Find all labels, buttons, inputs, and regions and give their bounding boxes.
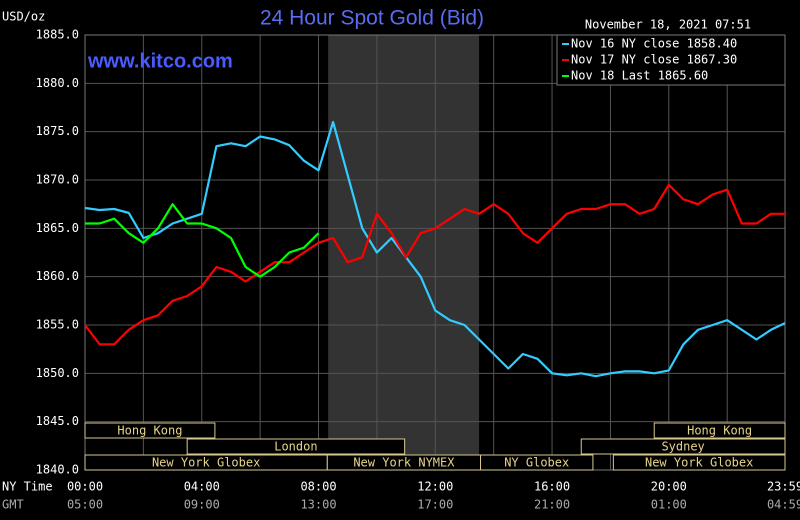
y-tick-label: 1855.0 bbox=[36, 318, 79, 332]
session-bar bbox=[653, 422, 786, 439]
chart-title: 24 Hour Spot Gold (Bid) bbox=[260, 7, 484, 30]
legend-box bbox=[556, 34, 786, 86]
x-tick-label: 04:00 bbox=[184, 480, 220, 494]
session-bar bbox=[186, 438, 406, 455]
x-tick-label: 12:00 bbox=[417, 480, 453, 494]
legend-label: Nov 16 NY close 1858.40 bbox=[571, 37, 737, 51]
y-tick-label: 1885.0 bbox=[36, 28, 79, 42]
y-axis-unit: USD/oz bbox=[2, 10, 45, 24]
session-label: New York NYMEX bbox=[353, 456, 455, 470]
x-tick-label-gmt: 21:00 bbox=[534, 498, 570, 512]
x-axis-label-gmt: GMT bbox=[2, 498, 24, 512]
session-label: Hong Kong bbox=[117, 424, 182, 438]
timestamp: November 18, 2021 07:51 bbox=[585, 18, 751, 32]
series-line bbox=[84, 183, 785, 346]
x-tick-label-gmt: 13:00 bbox=[300, 498, 336, 512]
series-line bbox=[84, 120, 786, 378]
y-tick-label: 1860.0 bbox=[36, 269, 79, 283]
y-tick-label: 1840.0 bbox=[36, 463, 79, 477]
x-tick-label-gmt: 04:59 bbox=[767, 498, 800, 512]
y-tick-label: 1870.0 bbox=[36, 173, 79, 187]
x-tick-label: 16:00 bbox=[534, 480, 570, 494]
watermark: www.kitco.com bbox=[87, 50, 233, 72]
x-tick-label: 20:00 bbox=[651, 480, 687, 494]
x-tick-label-gmt: 01:00 bbox=[651, 498, 687, 512]
session-bar bbox=[480, 454, 594, 471]
legend-label: Nov 18 Last 1865.60 bbox=[571, 69, 708, 83]
session-bar bbox=[84, 422, 216, 439]
x-tick-label: 00:00 bbox=[67, 480, 103, 494]
session-label: New York Globex bbox=[152, 456, 260, 470]
y-tick-label: 1850.0 bbox=[36, 366, 79, 380]
y-tick-label: 1875.0 bbox=[36, 124, 79, 138]
y-tick-label: 1865.0 bbox=[36, 221, 79, 235]
session-bar bbox=[612, 454, 786, 471]
x-axis-label: NY Time bbox=[2, 480, 53, 494]
x-tick-label-gmt: 09:00 bbox=[184, 498, 220, 512]
session-label: London bbox=[274, 440, 317, 454]
series-line bbox=[85, 203, 320, 278]
y-tick-label: 1880.0 bbox=[36, 76, 79, 90]
session-label: New York Globex bbox=[645, 456, 753, 470]
session-label: NY Globex bbox=[504, 456, 569, 470]
session-bar bbox=[580, 438, 786, 455]
x-tick-label: 08:00 bbox=[300, 480, 336, 494]
session-label: Hong Kong bbox=[687, 424, 752, 438]
x-tick-label: 23:59 bbox=[767, 480, 800, 494]
y-tick-label: 1845.0 bbox=[36, 414, 79, 428]
x-tick-label-gmt: 17:00 bbox=[417, 498, 453, 512]
legend-label: Nov 17 NY close 1867.30 bbox=[571, 53, 737, 67]
session-label: Sydney bbox=[661, 440, 704, 454]
x-tick-label-gmt: 05:00 bbox=[67, 498, 103, 512]
